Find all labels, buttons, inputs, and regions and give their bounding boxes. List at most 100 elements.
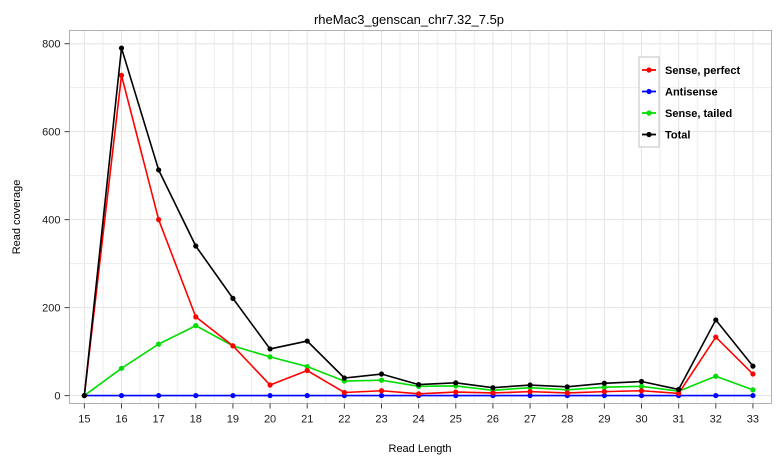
legend-label: Antisense xyxy=(665,87,718,99)
data-point xyxy=(378,388,385,394)
data-point xyxy=(527,382,533,388)
data-point xyxy=(638,383,645,389)
x-tick-label: 29 xyxy=(598,414,610,426)
data-point xyxy=(230,343,236,349)
legend-swatch-marker xyxy=(646,110,652,116)
data-point xyxy=(490,390,496,396)
data-point xyxy=(527,389,533,395)
data-point xyxy=(750,392,756,399)
chart-title: rheMac3_genscan_chr7.32_7.5p xyxy=(314,12,504,27)
data-point xyxy=(193,243,199,249)
legend-swatch-marker xyxy=(646,88,652,95)
data-point xyxy=(564,384,570,390)
y-tick-label: 600 xyxy=(42,127,60,139)
data-point xyxy=(304,338,310,344)
data-point xyxy=(304,367,310,374)
data-point xyxy=(156,392,162,399)
data-point xyxy=(341,375,347,381)
data-point xyxy=(713,317,719,323)
data-point xyxy=(267,354,273,360)
gridlines xyxy=(69,30,772,404)
data-point xyxy=(378,371,385,377)
x-tick-label: 22 xyxy=(338,414,350,426)
legend-item-sense-tailed[interactable]: Sense, tailed xyxy=(642,108,732,120)
data-point xyxy=(713,373,719,379)
data-point xyxy=(601,380,607,386)
chart-legend: Sense, perfect Antisense Sense, tailed Tota… xyxy=(638,56,741,148)
legend-label: Sense, tailed xyxy=(665,108,732,120)
data-point xyxy=(304,392,310,399)
legend-key-box xyxy=(638,56,660,148)
x-tick-label: 20 xyxy=(264,414,276,426)
data-point xyxy=(750,371,756,377)
data-point xyxy=(638,378,645,385)
data-point xyxy=(416,391,422,397)
data-point xyxy=(267,382,273,388)
data-point xyxy=(156,341,162,347)
legend-item-total[interactable]: Total xyxy=(642,130,690,142)
data-series-layer xyxy=(81,45,756,399)
x-tick-label: 17 xyxy=(153,414,165,426)
data-point xyxy=(601,384,607,390)
data-point xyxy=(676,390,682,396)
data-point xyxy=(676,386,682,393)
x-tick-label: 31 xyxy=(673,414,685,426)
x-tick-label: 16 xyxy=(115,414,127,426)
legend-label: Total xyxy=(665,130,690,142)
plot-panel-border xyxy=(69,30,772,404)
data-point xyxy=(490,385,496,391)
x-tick-label: 23 xyxy=(375,414,387,426)
y-tick-label: 0 xyxy=(54,391,60,403)
legend-item-sense-perfect[interactable]: Sense, perfect xyxy=(642,65,741,77)
data-point xyxy=(527,392,533,399)
data-point xyxy=(230,295,236,301)
x-tick-label: 25 xyxy=(450,414,462,426)
data-point xyxy=(267,392,273,399)
y-tick-label: 200 xyxy=(42,303,60,315)
x-tick-label: 18 xyxy=(190,414,202,426)
data-point xyxy=(750,363,756,369)
data-point xyxy=(416,381,422,388)
data-point xyxy=(453,380,459,386)
data-point xyxy=(638,392,645,399)
x-tick-label: 28 xyxy=(561,414,573,426)
x-axis-label: Read Length xyxy=(389,443,452,455)
data-point xyxy=(713,334,719,340)
data-point xyxy=(193,323,199,329)
data-point xyxy=(453,389,459,395)
x-tick-label: 19 xyxy=(227,414,239,426)
data-point xyxy=(304,363,310,370)
data-point xyxy=(267,346,273,352)
legend-label: Sense, perfect xyxy=(665,65,741,77)
y-axis-label: Read coverage xyxy=(11,180,23,255)
data-point xyxy=(341,389,347,396)
data-point xyxy=(156,167,162,173)
data-point xyxy=(378,377,385,383)
legend-swatch-marker xyxy=(646,67,652,73)
series-total xyxy=(81,45,756,399)
data-point xyxy=(118,72,125,78)
data-point xyxy=(118,45,125,51)
data-point xyxy=(564,390,570,396)
data-point xyxy=(118,365,125,371)
data-point xyxy=(638,388,645,394)
legend-swatch-marker xyxy=(646,131,652,138)
x-tick-label: 32 xyxy=(710,414,722,426)
data-point xyxy=(156,217,162,223)
data-point xyxy=(118,392,125,399)
legend-item-antisense[interactable]: Antisense xyxy=(642,87,718,99)
data-point xyxy=(193,314,199,320)
y-tick-label: 400 xyxy=(42,215,60,227)
y-axis-ticks: 0 200 400 600 800 xyxy=(42,39,70,403)
x-tick-label: 27 xyxy=(524,414,536,426)
data-point xyxy=(750,387,756,393)
x-tick-label: 26 xyxy=(487,414,499,426)
x-tick-label: 24 xyxy=(413,414,425,426)
data-point xyxy=(193,392,199,399)
x-tick-label: 33 xyxy=(747,414,759,426)
x-axis-ticks: 15 16 17 18 19 20 21 22 23 24 25 26 27 28 29 30 31 32 33 xyxy=(78,403,759,426)
data-point xyxy=(601,389,607,395)
y-tick-label: 800 xyxy=(42,39,60,51)
data-point xyxy=(713,392,719,399)
